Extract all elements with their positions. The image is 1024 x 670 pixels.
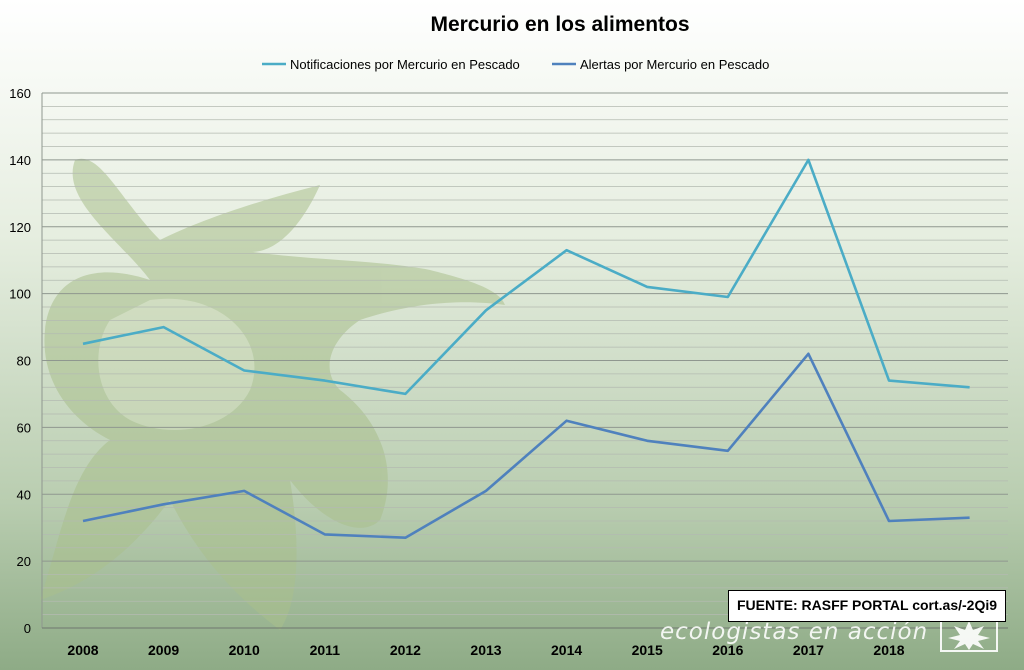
legend-label: Alertas por Mercurio en Pescado xyxy=(580,57,769,72)
series-line-2 xyxy=(82,352,970,540)
y-tick-label: 140 xyxy=(9,153,31,168)
brand-watermark: ecologistas en acción xyxy=(660,619,929,645)
chart-title: Mercurio en los alimentos xyxy=(430,13,689,36)
x-tick-label: 2018 xyxy=(873,642,904,658)
watermark-sun-shape xyxy=(40,158,505,630)
series-line-1 xyxy=(82,158,970,396)
axes: 0 20 40 60 80 100 120 140 160 2008 2009 2010 2011 201… xyxy=(9,86,1008,658)
x-tick-label: 2013 xyxy=(470,642,501,658)
x-tick-label: 2015 xyxy=(632,642,663,658)
y-tick-label: 80 xyxy=(17,354,31,369)
x-tick-label: 2017 xyxy=(793,642,824,658)
x-tick-label: 2016 xyxy=(712,642,743,658)
y-tick-label: 40 xyxy=(17,487,31,502)
x-tick-label: 2008 xyxy=(67,642,98,658)
y-tick-label: 60 xyxy=(17,420,31,435)
gridlines xyxy=(42,92,1008,615)
y-tick-label: 120 xyxy=(9,220,31,235)
y-tick-label: 160 xyxy=(9,86,31,101)
y-tick-label: 20 xyxy=(17,554,31,569)
series-lines xyxy=(82,158,970,540)
x-tick-label: 2009 xyxy=(148,642,179,658)
x-tick-label: 2010 xyxy=(229,642,260,658)
y-tick-label: 0 xyxy=(24,621,31,636)
y-tick-label: 100 xyxy=(9,287,31,302)
x-tick-label: 2014 xyxy=(551,642,582,658)
legend: Notificaciones por Mercurio en Pescado Al… xyxy=(262,57,769,72)
source-note: FUENTE: RASFF PORTAL cort.as/-2Qi9 xyxy=(728,590,1006,622)
legend-label: Notificaciones por Mercurio en Pescado xyxy=(290,57,520,72)
x-tick-label: 2011 xyxy=(310,642,341,658)
x-tick-label: 2012 xyxy=(390,642,421,658)
